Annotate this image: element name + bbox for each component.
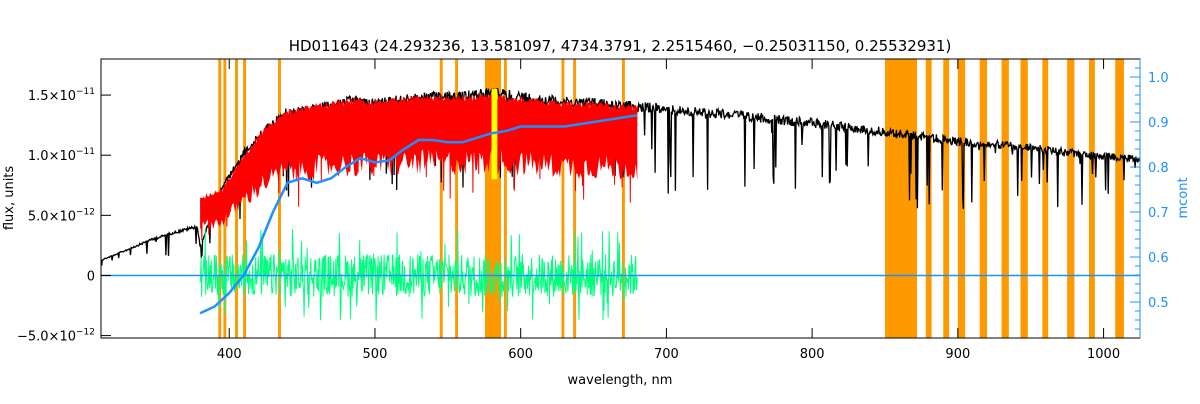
y-tick-label-right: 0.6: [1148, 251, 1169, 266]
y-tick-exponent: −11: [76, 147, 95, 157]
mask-band: [573, 59, 577, 338]
y-axis-label-right: mcont: [1176, 177, 1191, 218]
y-tick-exponent: −11: [76, 87, 95, 97]
x-tick-label: 400: [217, 347, 242, 362]
y-axis-label-left: flux, units: [2, 166, 17, 231]
x-tick-label: 800: [800, 347, 825, 362]
x-tick-label: 600: [508, 347, 533, 362]
y-tick-label-right: 0.5: [1148, 296, 1169, 311]
mask-band: [1001, 59, 1009, 338]
residual-line: [199, 228, 638, 321]
highlight-rect: [491, 89, 498, 180]
mask-band: [243, 59, 246, 338]
model-fill: [200, 94, 638, 232]
y-tick-label-left: 5.0×10−12: [28, 207, 95, 224]
y-tick-label-right: 0.8: [1148, 161, 1169, 176]
model-spectrum: [199, 93, 638, 241]
y-tick-label-left: 1.0×10−11: [28, 147, 95, 164]
model-line: [199, 93, 638, 241]
continuum-line: [199, 114, 638, 315]
mask-band: [503, 59, 507, 338]
y-tick-label-right: 1.0: [1148, 71, 1169, 86]
y-tick-exponent: −12: [76, 328, 95, 338]
mask-band: [621, 59, 625, 338]
plot-area: [101, 59, 1140, 338]
axes: 400 500 600 700 800 900 1000 −5.0×10−12 0 5.0×10−…: [17, 59, 1169, 362]
mask-band: [884, 59, 918, 338]
mask-band: [957, 59, 966, 338]
highlight-band: [491, 89, 498, 180]
mask-band: [1020, 59, 1028, 338]
residual-series: [199, 228, 638, 321]
mask-band: [1115, 59, 1124, 338]
chart-title: HD011643 (24.293236, 13.581097, 4734.379…: [289, 37, 952, 55]
y-tick-label-left: 0: [87, 269, 95, 284]
y-tick-exponent: −12: [76, 207, 95, 217]
x-tick-label: 900: [945, 347, 970, 362]
x-tick-label: 500: [363, 347, 388, 362]
x-tick-label: 700: [654, 347, 679, 362]
x-tick-label: 1000: [1087, 347, 1120, 362]
mask-band: [1067, 59, 1075, 338]
y-tick-label-right: 0.7: [1148, 206, 1169, 221]
y-tick-label-left: −5.0×10−12: [17, 328, 95, 345]
mask-band: [1088, 59, 1095, 338]
mask-band: [561, 59, 565, 338]
y-tick-label-left: 1.5×10−11: [28, 87, 95, 104]
mask-band: [979, 59, 987, 338]
y-tick-label-right: 0.9: [1148, 116, 1169, 131]
mask-band: [943, 59, 950, 338]
mask-band: [455, 59, 459, 338]
x-axis-label: wavelength, nm: [568, 373, 673, 388]
mask-band: [439, 59, 443, 338]
mask-band: [1042, 59, 1049, 338]
continuum-curve: [199, 114, 638, 315]
